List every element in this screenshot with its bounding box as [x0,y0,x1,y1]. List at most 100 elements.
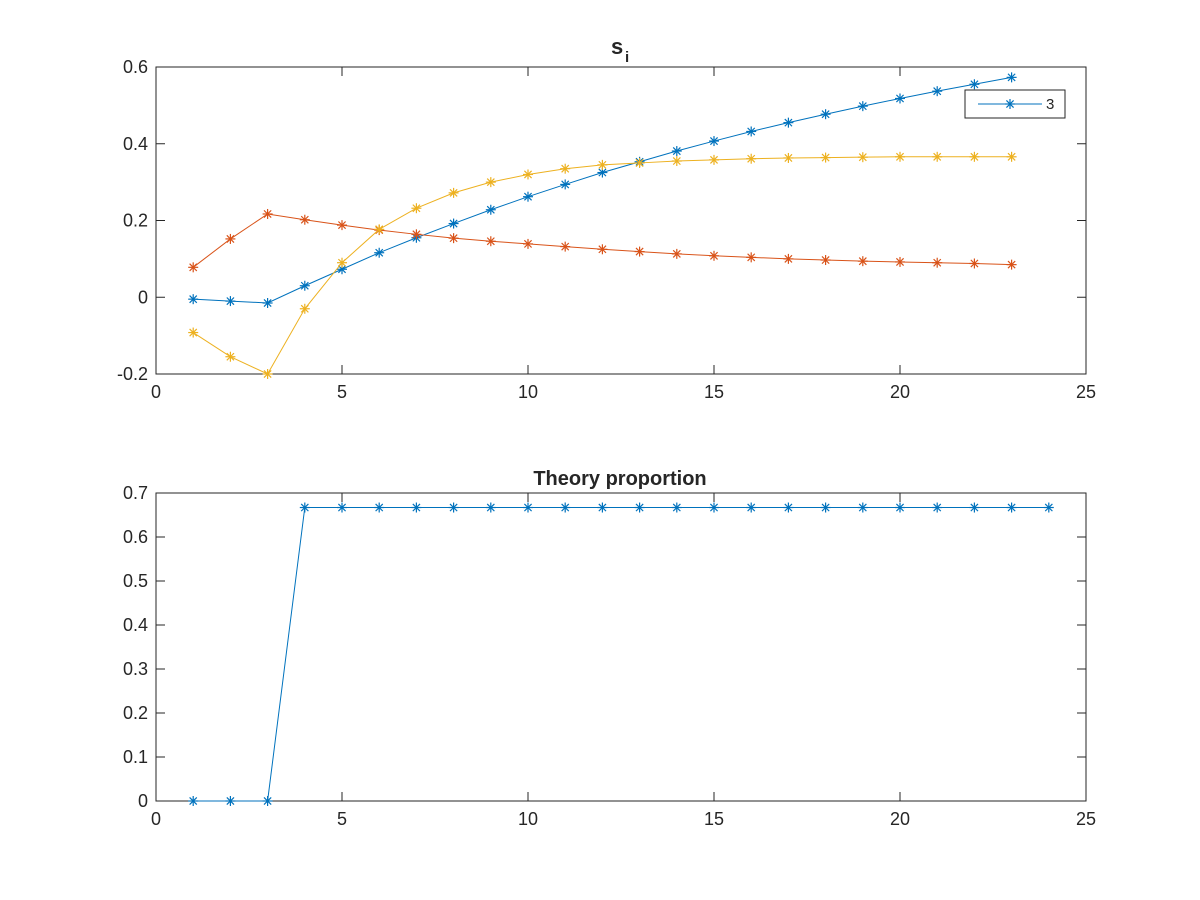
legend-marker [1005,99,1015,109]
data-point [783,253,794,264]
data-point [225,296,236,307]
data-point [485,177,496,188]
chart-s-i: s i 0 5 10 15 20 25-0.200.20.40.6 3 [117,34,1096,402]
series-1 [188,72,1017,309]
data-point [1006,502,1017,513]
data-point [783,117,794,128]
data-point [523,502,533,513]
data-point [262,208,273,219]
data-point [448,502,459,513]
data-point [746,126,757,137]
data-point [411,203,422,214]
data-point [895,151,905,162]
y-tick-label: 0.5 [123,571,148,591]
x-tick-label: 10 [518,809,538,829]
data-point [820,109,831,120]
y-tick-label: 0.4 [123,615,148,635]
data-point [634,246,645,257]
data-point [262,298,273,309]
data-point [932,257,943,268]
data-point [337,502,347,513]
data-point [523,169,533,180]
y-tick-label: 0.6 [123,527,148,547]
series-3 [188,151,1017,379]
series-line [192,213,1012,268]
x-tick-label: 20 [890,382,910,402]
data-point [820,255,831,266]
legend-label: 3 [1046,96,1054,113]
data-point [857,502,868,513]
data-point [485,204,496,215]
series-1 [188,502,1054,806]
data-point [969,79,980,90]
data-point [374,502,385,513]
data-point [1006,151,1017,162]
data-point [188,294,199,305]
data-point [895,93,905,104]
data-point [1006,72,1017,83]
data-point [671,502,682,513]
data-point [485,236,496,247]
plot-area [155,492,1087,802]
y-tick-label: 0 [138,791,148,811]
data-point [709,154,719,165]
data-point [932,502,943,513]
x-tick-label: 15 [704,382,724,402]
data-point [188,262,199,273]
data-point [597,502,608,513]
y-tick-label: 0.2 [123,703,148,723]
data-point [709,136,719,147]
x-tick-label: 10 [518,382,538,402]
chart-title-subscript: i [625,49,629,66]
series-2 [188,208,1017,273]
x-tick-label: 0 [151,382,161,402]
data-point [448,187,459,198]
x-tick-label: 20 [890,809,910,829]
y-tick-label: 0.1 [123,747,148,767]
data-point [857,101,868,112]
y-tick-label: 0.4 [123,134,148,154]
data-point [374,247,385,258]
data-point [411,502,422,513]
x-tick-label: 25 [1076,382,1096,402]
data-point [746,502,757,513]
data-point [1006,259,1017,270]
x-tick-label: 25 [1076,809,1096,829]
data-point [448,233,459,244]
y-tick-label: 0.3 [123,659,148,679]
data-point [262,796,273,806]
data-point [969,151,980,162]
x-tick-label: 15 [704,809,724,829]
data-point [783,502,794,513]
data-point [597,159,608,170]
data-point [262,369,273,379]
data-point [374,224,385,235]
data-point [746,252,757,263]
data-point [932,151,943,162]
chart-title: s [611,34,623,59]
x-tick-label: 5 [337,382,347,402]
data-point [560,241,571,252]
data-point [523,238,533,249]
data-point [560,163,571,174]
y-tick-label: 0.2 [123,211,148,231]
data-point [597,244,608,255]
data-point [709,502,719,513]
data-point [337,257,347,268]
data-point [597,167,608,178]
data-point [448,218,459,229]
data-point [299,214,310,225]
data-point [560,502,571,513]
y-tick-label: -0.2 [117,364,148,384]
data-point [1043,502,1054,513]
y-tick-label: 0 [138,287,148,307]
legend-marker-asterisk [1005,99,1015,109]
chart-title: Theory proportion [533,468,706,490]
data-point [523,191,533,202]
data-point [671,146,682,157]
series-line [193,76,1012,304]
data-point [634,502,645,513]
data-point [671,156,682,167]
data-point [299,280,310,291]
